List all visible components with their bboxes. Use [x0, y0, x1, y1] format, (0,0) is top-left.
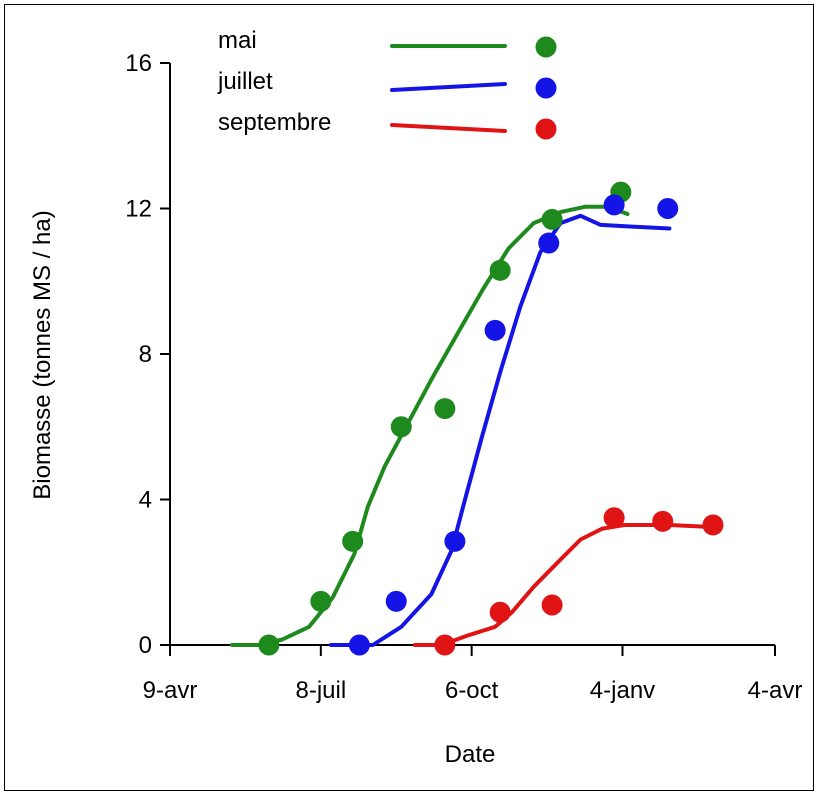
x-tick-label: 9-avr	[143, 677, 198, 704]
y-tick-label: 16	[125, 50, 152, 77]
legend-label-juillet: juillet	[217, 68, 273, 95]
y-tick-label: 12	[125, 196, 152, 223]
point-mai	[434, 398, 456, 420]
point-mai	[390, 416, 412, 438]
chart-frame	[4, 4, 814, 791]
point-septembre	[652, 510, 674, 532]
x-tick-label: 6-oct	[445, 677, 499, 704]
x-axis-label: Date	[445, 741, 496, 768]
point-mai	[541, 208, 563, 230]
point-septembre	[434, 634, 456, 656]
legend-marker-mai	[535, 36, 557, 58]
legend-line-septembre	[390, 123, 507, 133]
point-juillet	[348, 634, 370, 656]
point-juillet	[385, 590, 407, 612]
line-mai	[230, 204, 630, 647]
observed-points	[258, 181, 724, 656]
y-axis-label: Biomasse (tonnes MS / ha)	[29, 210, 56, 499]
legend-label-septembre: septembre	[218, 109, 331, 136]
legend: mai juillet septembre	[217, 27, 557, 140]
line-juillet	[328, 213, 672, 647]
point-juillet	[603, 194, 625, 216]
simulated-lines	[230, 204, 709, 647]
y-tick-label: 0	[139, 632, 152, 659]
point-septembre	[489, 601, 511, 623]
y-tick-label: 4	[139, 487, 152, 514]
line-septembre	[412, 523, 709, 647]
point-mai	[310, 590, 332, 612]
point-juillet	[538, 232, 560, 254]
axes	[169, 63, 775, 646]
point-mai	[342, 530, 364, 552]
x-tick-label: 8-juil	[295, 677, 346, 704]
point-septembre	[603, 507, 625, 529]
point-juillet	[484, 319, 506, 341]
legend-line-juillet	[390, 82, 507, 92]
point-mai	[258, 634, 280, 656]
y-tick-label: 8	[139, 341, 152, 368]
point-juillet	[657, 198, 679, 219]
legend-marker-septembre	[535, 118, 557, 140]
x-tick-label: 4-janv	[590, 677, 655, 704]
legend-marker-juillet	[535, 77, 557, 99]
point-mai	[489, 259, 511, 281]
ticks: 0 4 8 12 16 9-avr 8-juil 6-oct 4-janv 4-avr	[125, 50, 802, 704]
point-juillet	[444, 530, 466, 552]
point-septembre	[541, 594, 563, 616]
legend-label-mai: mai	[218, 27, 257, 54]
x-tick-label: 4-avr	[748, 677, 803, 704]
point-septembre	[702, 514, 724, 536]
